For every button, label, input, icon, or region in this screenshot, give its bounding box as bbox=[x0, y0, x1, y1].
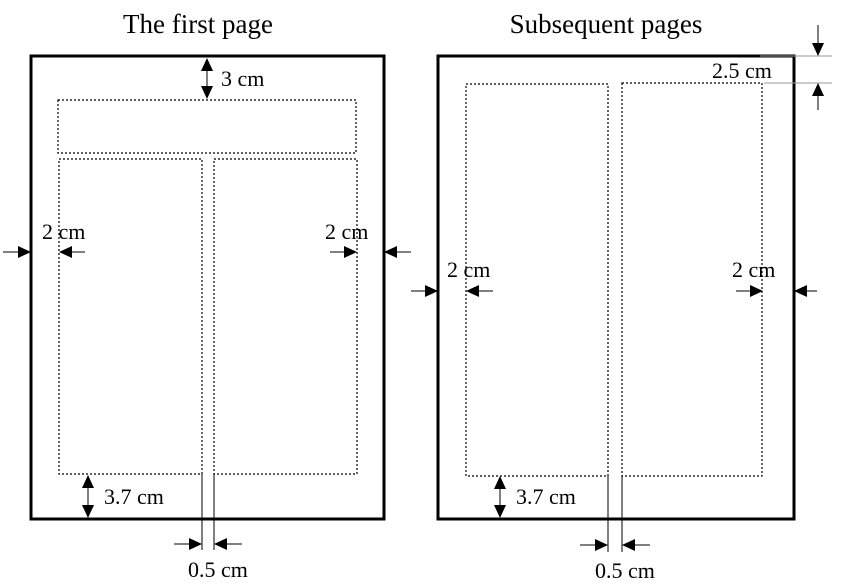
subsequent-right-column bbox=[621, 82, 763, 477]
subsequent-right-margin-dimension bbox=[736, 285, 817, 297]
first-page-outline bbox=[29, 54, 386, 521]
first-gutter-label: 0.5 cm bbox=[188, 557, 248, 582]
first-top-margin-label: 3 cm bbox=[221, 66, 264, 91]
subsequent-left-margin-dimension bbox=[411, 285, 493, 297]
first-bottom-margin-dimension bbox=[82, 475, 94, 518]
first-page-left-column bbox=[58, 158, 203, 475]
title-subsequent-pages: Subsequent pages bbox=[510, 9, 703, 39]
subsequent-bottom-margin-label: 3.7 cm bbox=[516, 484, 576, 509]
subsequent-left-column bbox=[465, 83, 609, 477]
subsequent-page-outline bbox=[436, 54, 796, 521]
subsequent-right-margin-label: 2 cm bbox=[732, 257, 775, 282]
subsequent-gutter-label: 0.5 cm bbox=[595, 558, 655, 583]
first-gutter-dimension bbox=[174, 474, 242, 550]
first-right-margin-label: 2 cm bbox=[325, 219, 368, 244]
first-right-margin-dimension bbox=[330, 246, 411, 258]
title-first-page: The first page bbox=[123, 9, 273, 39]
subsequent-top-margin-label: 2.5 cm bbox=[712, 58, 772, 83]
first-page-title-block bbox=[57, 99, 357, 154]
subsequent-gutter-dimension bbox=[580, 476, 650, 552]
first-left-margin-dimension bbox=[3, 246, 85, 258]
first-left-margin-label: 2 cm bbox=[42, 219, 85, 244]
subsequent-bottom-margin-dimension bbox=[494, 476, 506, 518]
first-top-margin-dimension bbox=[201, 58, 213, 99]
subsequent-left-margin-label: 2 cm bbox=[447, 257, 490, 282]
first-page-right-column bbox=[213, 158, 358, 475]
first-bottom-margin-label: 3.7 cm bbox=[104, 484, 164, 509]
subsequent-top-margin-dimension bbox=[760, 25, 832, 110]
